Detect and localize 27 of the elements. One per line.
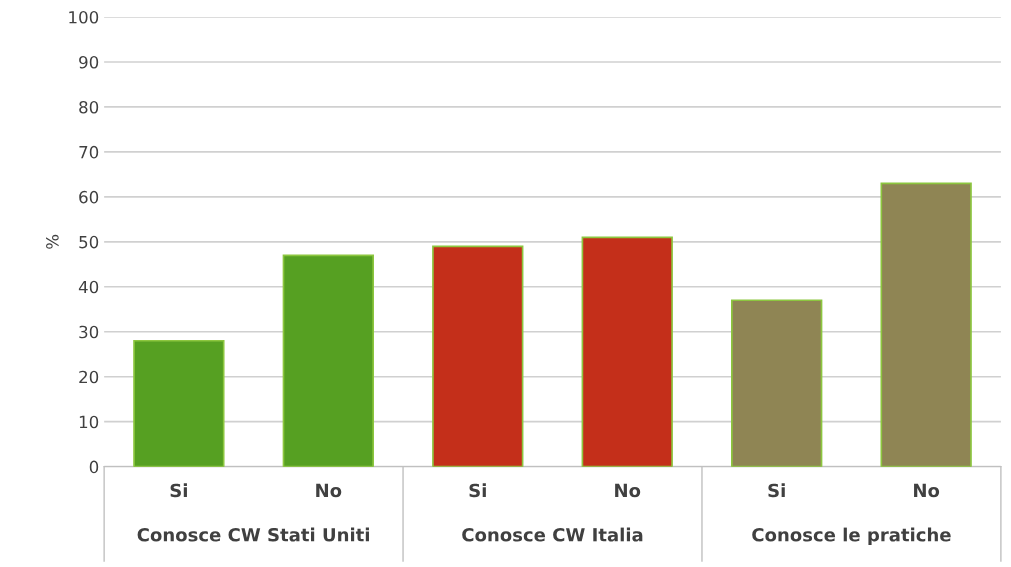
bar	[432, 245, 524, 467]
bar	[731, 299, 823, 467]
x-tick-label: Si	[170, 483, 187, 498]
x-tick-label: No	[316, 483, 342, 498]
y-tick-label: 40	[78, 280, 99, 294]
y-tick-label: 10	[79, 415, 99, 429]
text: Conosce le pratiche	[752, 527, 951, 546]
y-tick-label: 30	[79, 325, 99, 339]
bar	[880, 182, 972, 467]
bar	[581, 236, 673, 467]
y-tick-label: 50	[79, 235, 99, 249]
text: Conosce CW Stati Uniti	[137, 527, 369, 542]
y-tick-label: 70	[79, 145, 99, 159]
bar	[282, 254, 374, 467]
y-axis-title: %	[46, 234, 59, 249]
text: Conosce CW Italia	[462, 527, 643, 542]
x-tick-label: Si	[469, 483, 486, 498]
y-tick-label: 60	[79, 190, 99, 204]
y-tick-label: 20	[79, 370, 99, 384]
y-tick-label: 0	[89, 460, 99, 474]
x-tick-label: No	[914, 483, 940, 498]
y-tick-label: 90	[79, 55, 99, 69]
x-tick-label: No	[615, 483, 641, 498]
x-tick-label: Si	[768, 483, 785, 498]
bar	[133, 339, 225, 467]
y-tick-label: 100	[69, 10, 99, 24]
y-tick-label: 80	[79, 100, 99, 114]
